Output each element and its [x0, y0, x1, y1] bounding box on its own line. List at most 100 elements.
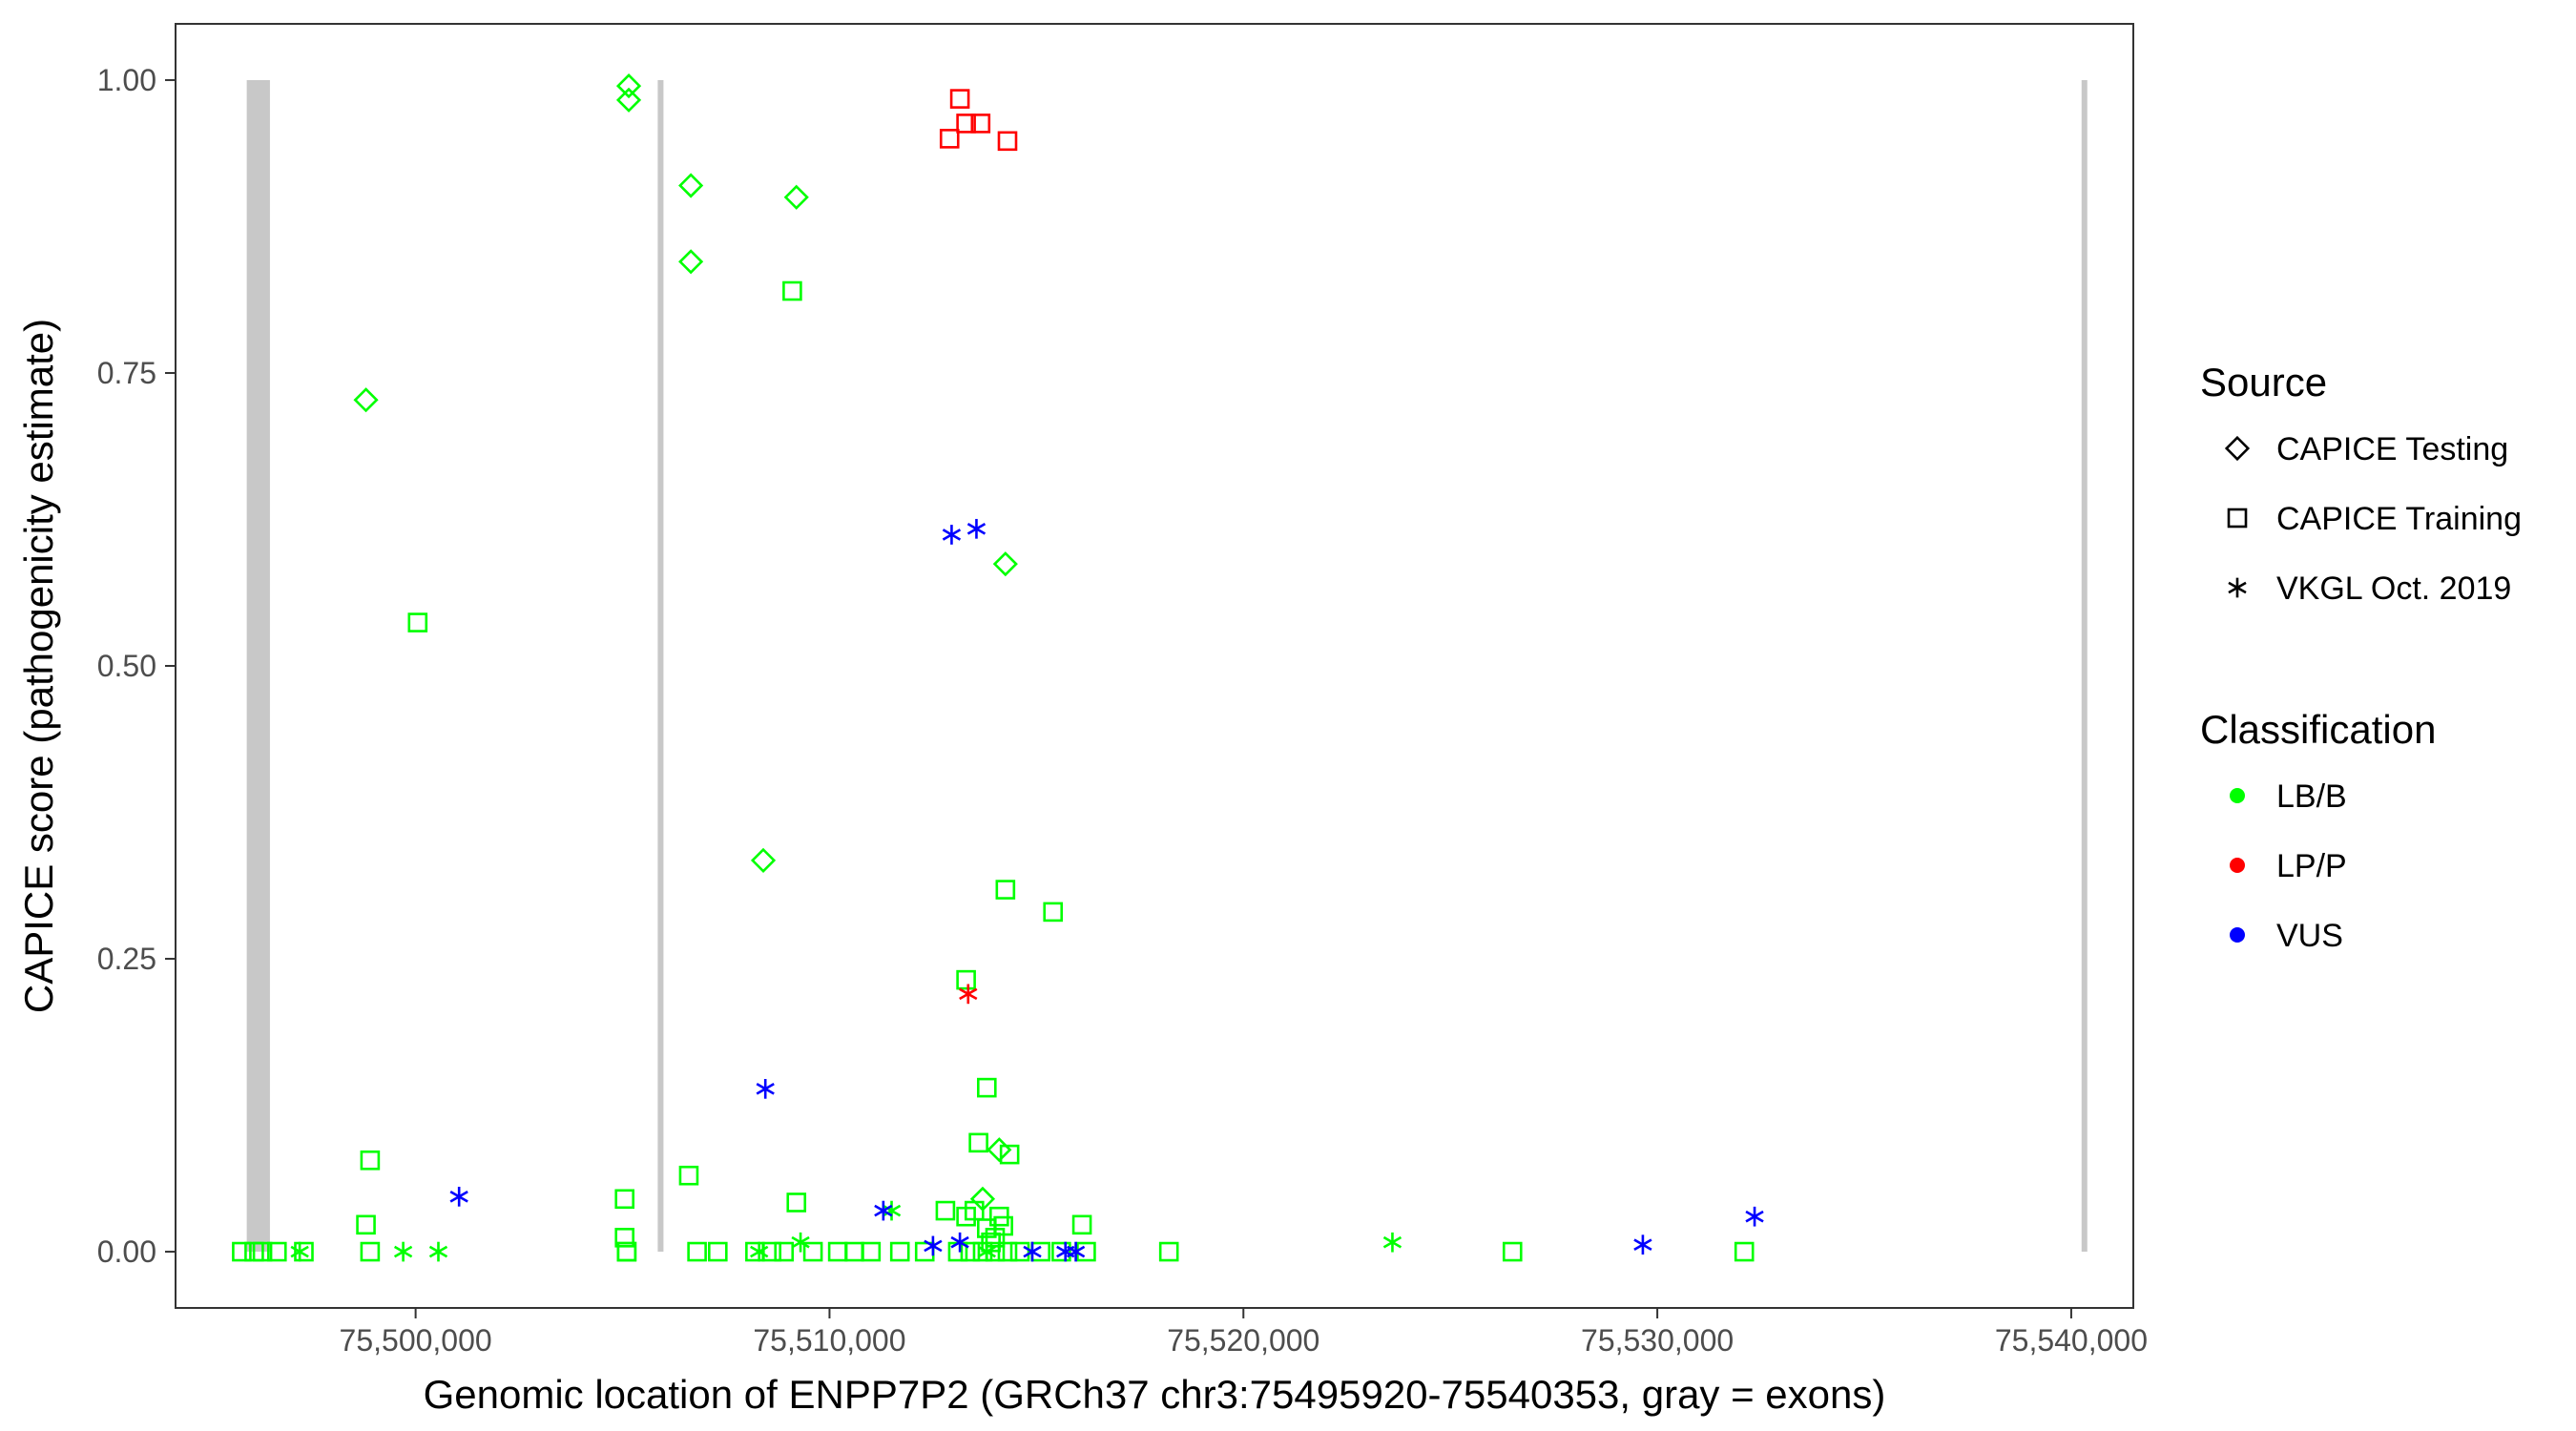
legend-class-label: VUS	[2276, 918, 2343, 954]
data-point	[252, 1241, 273, 1262]
data-point	[687, 1241, 707, 1262]
data-point	[960, 1241, 981, 1262]
legend-class-label: LB/B	[2276, 778, 2347, 815]
y-tick-label: 0.25	[97, 942, 156, 976]
data-point	[995, 880, 1016, 900]
data-point	[997, 1241, 1018, 1262]
exon-bar-3	[2081, 79, 2088, 1253]
data-point	[802, 1241, 823, 1262]
y-tick-label: 1.00	[97, 63, 156, 97]
axes: 75,500,000 75,510,000 75,520,000 75,530,000…	[97, 63, 2148, 1358]
x-tick-label: 75,540,000	[1995, 1323, 2148, 1358]
data-point	[266, 1241, 287, 1262]
exon-bar-1	[246, 79, 270, 1253]
data-point	[750, 847, 777, 873]
legend-source-label: VKGL Oct. 2019	[2276, 570, 2511, 607]
data-point	[616, 1241, 637, 1262]
data-point	[1023, 1241, 1042, 1262]
data-point	[861, 1241, 882, 1262]
data-point	[1071, 1214, 1092, 1235]
data-point	[1734, 1241, 1755, 1262]
data-point	[232, 1241, 252, 1262]
legend-source-label: CAPICE Testing	[2276, 431, 2508, 467]
y-tick-label: 0.50	[97, 649, 156, 683]
data-point	[294, 1241, 314, 1262]
data-point	[997, 131, 1018, 152]
data-point	[889, 1241, 910, 1262]
data-point	[678, 249, 704, 275]
data-point	[874, 1200, 893, 1221]
data-point	[761, 1241, 782, 1262]
legend-key-diamond	[2224, 435, 2251, 462]
x-tick-label: 75,530,000	[1581, 1323, 1734, 1358]
data-point	[1066, 1241, 1086, 1262]
data-point	[939, 129, 960, 149]
exon-bar-2	[657, 79, 664, 1253]
data-point	[959, 984, 978, 1005]
data-point	[678, 173, 704, 198]
legend-key-asterisk	[2228, 577, 2247, 598]
y-tick-label: 0.75	[97, 356, 156, 390]
x-tick-label: 75,500,000	[340, 1323, 492, 1358]
data-point	[756, 1078, 775, 1099]
data-point	[882, 1200, 902, 1221]
data-point	[1043, 902, 1064, 923]
data-point	[970, 114, 991, 134]
data-point	[924, 1235, 943, 1256]
legend: Source Classification CAPICE Testing CAPI…	[2200, 360, 2522, 954]
y-axis-label: CAPICE score (pathogenicity estimate)	[16, 319, 61, 1013]
data-point	[791, 1232, 810, 1253]
data-point	[1158, 1241, 1179, 1262]
data-point	[956, 969, 976, 990]
data-point	[393, 1241, 413, 1262]
legend-key-color	[2230, 858, 2245, 873]
data-point	[783, 184, 809, 210]
data-point	[360, 1150, 381, 1171]
data-point	[1009, 1241, 1030, 1262]
data-point	[708, 1241, 728, 1262]
data-point	[1745, 1206, 1764, 1227]
data-point	[614, 1228, 635, 1248]
data-point	[449, 1186, 468, 1207]
legend-key-color	[2230, 788, 2245, 803]
data-point	[786, 1192, 807, 1213]
x-tick-label: 75,520,000	[1167, 1323, 1319, 1358]
x-tick-label: 75,510,000	[753, 1323, 905, 1358]
data-point	[956, 1206, 976, 1227]
legend-class-label: LP/P	[2276, 848, 2347, 884]
x-axis-label: Genomic location of ENPP7P2 (GRCh37 chr3…	[424, 1372, 1886, 1417]
data-point	[992, 551, 1018, 577]
data-point	[615, 73, 642, 99]
data-point	[750, 1241, 769, 1262]
data-point	[956, 114, 976, 134]
data-point	[950, 1232, 969, 1253]
data-point	[360, 1241, 381, 1262]
data-point	[966, 518, 987, 539]
legend-source-title: Source	[2200, 360, 2327, 404]
legend-key-square	[2227, 508, 2248, 529]
data-point	[782, 280, 802, 301]
data-point	[999, 1144, 1020, 1165]
data-point	[968, 1132, 988, 1153]
data-point	[1051, 1241, 1071, 1262]
y-tick-label: 0.00	[97, 1234, 156, 1269]
data-point	[977, 1241, 996, 1262]
legend-key-color	[2230, 927, 2245, 943]
data-points	[232, 73, 1764, 1262]
data-point	[949, 89, 970, 109]
data-point	[615, 87, 642, 113]
data-point	[353, 387, 379, 413]
data-point	[428, 1241, 448, 1262]
data-point	[290, 1241, 309, 1262]
data-point	[972, 1241, 993, 1262]
data-point	[942, 525, 962, 545]
data-point	[678, 1165, 699, 1186]
data-point	[1633, 1234, 1652, 1255]
data-point	[407, 612, 428, 633]
data-point	[935, 1200, 956, 1221]
data-point	[774, 1241, 795, 1262]
data-point	[614, 1189, 635, 1210]
data-point	[977, 1077, 997, 1098]
legend-source-label: CAPICE Training	[2276, 501, 2522, 537]
